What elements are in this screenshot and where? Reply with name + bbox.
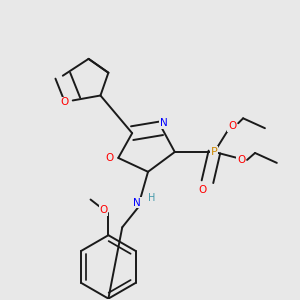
Text: P: P: [211, 147, 218, 157]
Text: N: N: [160, 118, 168, 128]
Text: O: O: [99, 206, 108, 215]
Text: O: O: [105, 153, 113, 163]
Text: H: H: [148, 193, 156, 202]
Text: O: O: [61, 98, 69, 107]
Text: O: O: [228, 121, 236, 131]
Text: O: O: [237, 155, 245, 165]
Text: O: O: [198, 184, 207, 195]
Text: N: N: [133, 197, 141, 208]
